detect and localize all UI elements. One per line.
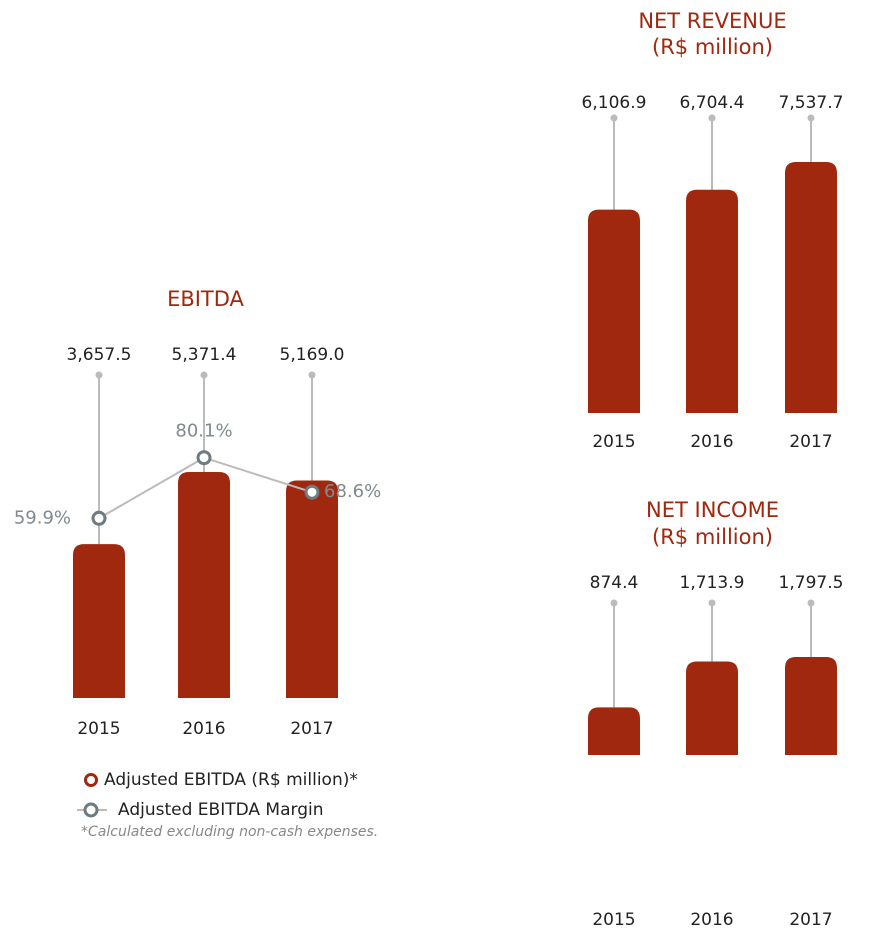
x-tick-label: 2016 [182, 719, 225, 739]
pin-dot [708, 599, 716, 607]
bar [286, 480, 338, 698]
bar [785, 162, 837, 413]
chart-subtitle: (R$ million) [652, 35, 773, 59]
margin-label: 80.1% [175, 421, 232, 442]
pin-dot [807, 599, 815, 607]
value-label: 1,797.5 [779, 573, 844, 593]
x-tick-label: 2016 [690, 432, 733, 452]
pin-dot [708, 114, 716, 122]
bar [73, 544, 125, 698]
pin-dot [200, 371, 208, 379]
x-tick-label: 2016 [690, 910, 733, 930]
chart-subtitle: (R$ million) [652, 525, 773, 549]
value-label: 7,537.7 [779, 93, 844, 113]
bar [588, 209, 640, 413]
value-label: 6,704.4 [680, 93, 745, 113]
bar [785, 657, 837, 755]
x-tick-label: 2017 [290, 719, 333, 739]
value-label: 874.4 [590, 573, 639, 593]
legend-label: Adjusted EBITDA Margin [118, 800, 324, 820]
x-tick-label: 2017 [789, 432, 832, 452]
value-label: 5,371.4 [172, 345, 237, 365]
margin-marker [196, 450, 212, 466]
chart-title: NET INCOME [646, 498, 779, 522]
pin-dot [308, 371, 316, 379]
x-tick-label: 2015 [592, 910, 635, 930]
x-tick-label: 2015 [592, 432, 635, 452]
value-label: 3,657.5 [67, 345, 132, 365]
chart-title: NET REVENUE [638, 9, 786, 33]
value-label: 5,169.0 [280, 345, 345, 365]
pin-dot [807, 114, 815, 122]
legend-marker [84, 773, 98, 787]
bar [686, 189, 738, 413]
margin-label: 59.9% [14, 507, 71, 528]
pin-dot [95, 371, 103, 379]
x-tick-label: 2017 [789, 910, 832, 930]
value-label: 1,713.9 [680, 573, 745, 593]
margin-marker [304, 484, 320, 500]
pin-dot [610, 599, 618, 607]
chart-title: EBITDA [167, 287, 244, 311]
pin-dot [610, 114, 618, 122]
bar [686, 661, 738, 755]
footnote: *Calculated excluding non-cash expenses. [81, 824, 378, 840]
bar [178, 472, 230, 698]
x-tick-label: 2015 [77, 719, 120, 739]
bar [588, 707, 640, 755]
value-label: 6,106.9 [582, 93, 647, 113]
legend-marker [83, 802, 99, 818]
margin-label: 68.6% [324, 481, 381, 502]
legend-label: Adjusted EBITDA (R$ million)* [104, 770, 358, 790]
margin-marker [91, 510, 107, 526]
